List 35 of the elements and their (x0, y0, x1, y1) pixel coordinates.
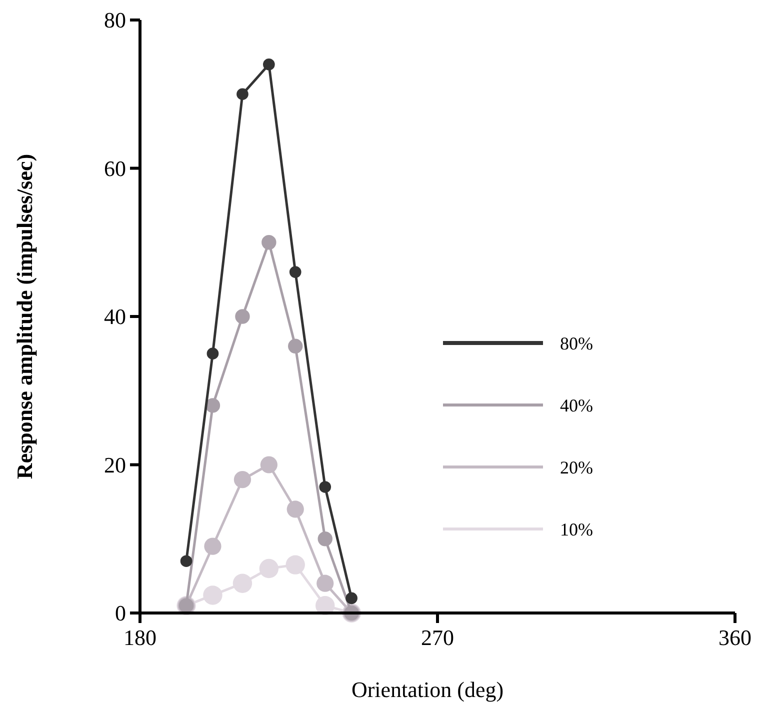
point (204, 538, 222, 555)
x-tick-label: 360 (718, 625, 752, 650)
point (206, 348, 219, 360)
point (318, 532, 332, 546)
y-tick-label: 20 (104, 452, 126, 478)
y-tick-label: 0 (115, 600, 126, 626)
point (346, 592, 358, 604)
y-tick-label: 80 (104, 8, 126, 33)
point (262, 235, 276, 250)
text: 40% (560, 395, 593, 416)
point (319, 481, 332, 493)
text: 20% (560, 457, 593, 478)
point (232, 574, 252, 593)
y-tick-label: 40 (104, 304, 126, 330)
point (260, 456, 278, 474)
point (286, 500, 304, 518)
point (235, 309, 250, 324)
point (289, 266, 302, 278)
point (259, 558, 279, 578)
point (263, 58, 275, 70)
point (288, 338, 303, 354)
x-axis-title: Orientation (deg) (351, 677, 504, 702)
point (203, 586, 222, 605)
y-axis-title: Response amplitude (impulses/sec) (12, 154, 37, 480)
point (180, 555, 192, 568)
point (236, 88, 248, 100)
point (286, 555, 305, 574)
text: 10% (560, 519, 593, 540)
point (205, 398, 220, 413)
text: 80% (560, 333, 593, 354)
y-tick-label: 60 (104, 156, 126, 181)
x-tick-label: 270 (421, 625, 454, 650)
point (316, 574, 334, 592)
point (234, 471, 252, 488)
x-tick-label: 180 (124, 625, 156, 650)
